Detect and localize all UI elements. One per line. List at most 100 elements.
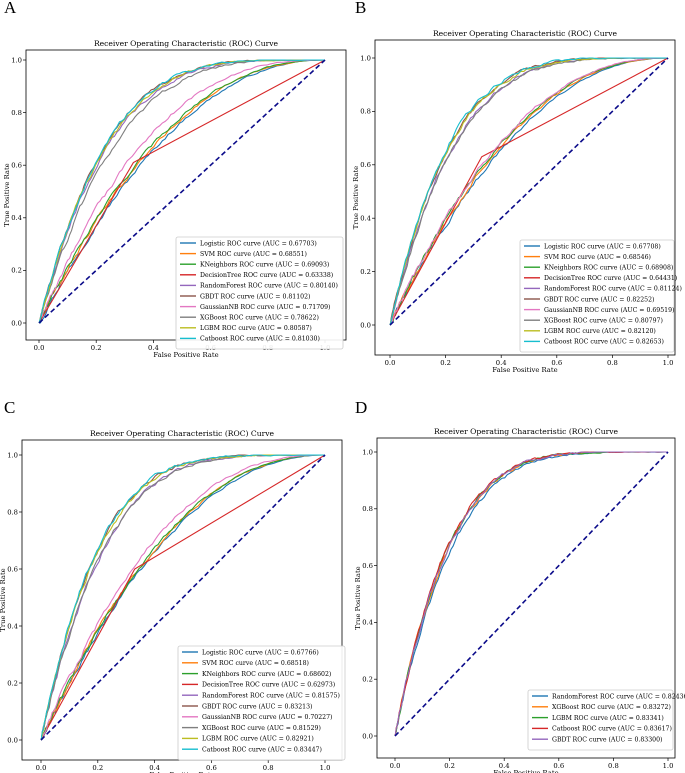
x-tick-label: 0.0 bbox=[36, 764, 47, 772]
x-tick-label: 0.6 bbox=[551, 359, 562, 367]
y-tick-label: 0.0 bbox=[11, 319, 22, 327]
roc-curve-3 bbox=[38, 59, 325, 324]
chart-title: Receiver Operating Characteristic (ROC) … bbox=[433, 29, 618, 38]
y-tick-label: 0.6 bbox=[362, 562, 373, 570]
legend-entry: RandomForest ROC curve (AUC = 0.81575) bbox=[202, 693, 340, 700]
x-tick-label: 0.0 bbox=[34, 344, 45, 352]
roc-curve-2 bbox=[38, 59, 326, 324]
x-axis-label: False Positive Rate bbox=[153, 351, 218, 359]
y-tick-label: 0.6 bbox=[11, 162, 22, 170]
chart-panel-c: Receiver Operating Characteristic (ROC) … bbox=[0, 429, 346, 773]
legend-entry: Logistic ROC curve (AUC = 0.67708) bbox=[544, 243, 661, 250]
x-tick-label: 0.8 bbox=[263, 764, 274, 772]
x-tick-label: 1.0 bbox=[320, 764, 331, 772]
legend-entry: GaussianNB ROC curve (AUC = 0.69519) bbox=[544, 307, 674, 314]
y-tick-label: 0.8 bbox=[11, 109, 22, 117]
roc-curve-7 bbox=[40, 454, 325, 741]
legend-entry: DecisionTree ROC curve (AUC = 0.64431) bbox=[544, 275, 677, 282]
x-tick-label: 0.2 bbox=[91, 344, 102, 352]
legend-box bbox=[527, 689, 674, 751]
x-tick-label: 0.0 bbox=[385, 359, 396, 367]
legend-entry: SVM ROC curve (AUC = 0.68546) bbox=[544, 254, 651, 261]
y-tick-label: 0.6 bbox=[7, 565, 18, 573]
legend-entry: RandomForest ROC curve (AUC = 0.82436) bbox=[552, 693, 685, 700]
roc-curve-10 bbox=[38, 59, 326, 324]
chance-line bbox=[38, 59, 326, 324]
roc-curve-10 bbox=[40, 454, 325, 741]
legend-entry: GBDT ROC curve (AUC = 0.82252) bbox=[544, 296, 654, 303]
roc-curve-4 bbox=[40, 454, 326, 741]
x-tick-label: 1.0 bbox=[663, 359, 674, 367]
chart-panel-a: Receiver Operating Characteristic (ROC) … bbox=[3, 39, 347, 359]
y-tick-label: 1.0 bbox=[11, 56, 22, 64]
y-tick-label: 0.0 bbox=[360, 321, 371, 329]
y-axis-label: True Positive Rate bbox=[0, 568, 7, 631]
legend-entry: Logistic ROC curve (AUC = 0.67703) bbox=[200, 240, 317, 247]
legend-entry: Logistic ROC curve (AUC = 0.67766) bbox=[202, 649, 319, 656]
y-tick-label: 0.4 bbox=[7, 622, 18, 630]
x-tick-label: 1.0 bbox=[663, 762, 674, 770]
legend-entry: Catboost ROC curve (AUC = 0.83617) bbox=[552, 726, 672, 733]
x-tick-label: 0.4 bbox=[499, 762, 510, 770]
roc-curve-7 bbox=[38, 59, 326, 324]
legend-entry: KNeighbors ROC curve (AUC = 0.68602) bbox=[202, 671, 331, 678]
x-tick-label: 0.8 bbox=[608, 762, 619, 770]
y-tick-label: 0.2 bbox=[362, 676, 373, 684]
legend-entry: KNeighbors ROC curve (AUC = 0.68908) bbox=[544, 265, 673, 272]
y-tick-label: 0.4 bbox=[360, 215, 371, 223]
legend-entry: SVM ROC curve (AUC = 0.68551) bbox=[200, 251, 307, 258]
chart-panel-d: Receiver Operating Characteristic (ROC) … bbox=[354, 427, 685, 773]
panel-letter-d: D bbox=[355, 398, 368, 417]
y-axis-label: True Positive Rate bbox=[354, 566, 362, 629]
roc-curve-4 bbox=[389, 57, 669, 326]
y-tick-label: 1.0 bbox=[360, 54, 371, 62]
roc-curve-4 bbox=[38, 59, 326, 324]
legend-box bbox=[519, 239, 675, 353]
roc-curve-10 bbox=[389, 57, 668, 326]
x-tick-label: 0.6 bbox=[206, 764, 217, 772]
y-tick-label: 0.4 bbox=[11, 214, 22, 222]
legend-entry: LGBM ROC curve (AUC = 0.83341) bbox=[552, 715, 664, 722]
chart-panel-b: Receiver Operating Characteristic (ROC) … bbox=[352, 29, 682, 374]
legend-entry: GBDT ROC curve (AUC = 0.81102) bbox=[200, 293, 310, 300]
legend-entry: GaussianNB ROC curve (AUC = 0.70227) bbox=[202, 714, 332, 721]
x-tick-label: 0.4 bbox=[148, 344, 159, 352]
legend-entry: GBDT ROC curve (AUC = 0.83300) bbox=[552, 737, 662, 744]
chance-line bbox=[40, 454, 326, 741]
panel-letter-b: B bbox=[355, 0, 367, 17]
legend-entry: LGBM ROC curve (AUC = 0.82120) bbox=[544, 328, 656, 335]
x-tick-label: 0.4 bbox=[149, 764, 160, 772]
chance-line bbox=[394, 451, 669, 737]
roc-curve-5 bbox=[394, 451, 669, 737]
x-tick-label: 0.0 bbox=[390, 762, 401, 770]
chance-line bbox=[389, 57, 669, 326]
plot-frame bbox=[376, 437, 676, 759]
y-tick-label: 1.0 bbox=[362, 448, 373, 456]
legend-entry: Catboost ROC curve (AUC = 0.82653) bbox=[544, 339, 664, 346]
x-tick-label: 0.8 bbox=[607, 359, 618, 367]
x-axis-label: False Positive Rate bbox=[149, 771, 214, 773]
chart-title: Receiver Operating Characteristic (ROC) … bbox=[90, 429, 275, 438]
y-tick-label: 0.4 bbox=[362, 619, 373, 627]
y-tick-label: 0.0 bbox=[362, 732, 373, 740]
legend-entry: RandomForest ROC curve (AUC = 0.81124) bbox=[544, 286, 682, 293]
legend-entry: LGBM ROC curve (AUC = 0.80587) bbox=[200, 325, 312, 332]
x-tick-label: 0.6 bbox=[553, 762, 564, 770]
x-tick-label: 0.2 bbox=[440, 359, 451, 367]
legend-entry: XGBoost ROC curve (AUC = 0.83272) bbox=[552, 704, 671, 711]
panel-letter-c: C bbox=[4, 398, 16, 417]
y-axis-label: True Positive Rate bbox=[352, 166, 360, 229]
legend-entry: XGBoost ROC curve (AUC = 0.81529) bbox=[202, 725, 321, 732]
roc-curve-3 bbox=[40, 454, 325, 741]
y-tick-label: 0.8 bbox=[7, 508, 18, 516]
y-tick-label: 0.8 bbox=[360, 108, 371, 116]
y-tick-label: 0.2 bbox=[7, 679, 18, 687]
legend-entry: KNeighbors ROC curve (AUC = 0.69093) bbox=[200, 262, 329, 269]
legend-entry: DecisionTree ROC curve (AUC = 0.62973) bbox=[202, 682, 335, 689]
x-tick-label: 0.4 bbox=[496, 359, 507, 367]
legend-entry: GaussianNB ROC curve (AUC = 0.71709) bbox=[200, 304, 330, 311]
y-tick-label: 0.6 bbox=[360, 161, 371, 169]
y-tick-label: 0.8 bbox=[362, 505, 373, 513]
